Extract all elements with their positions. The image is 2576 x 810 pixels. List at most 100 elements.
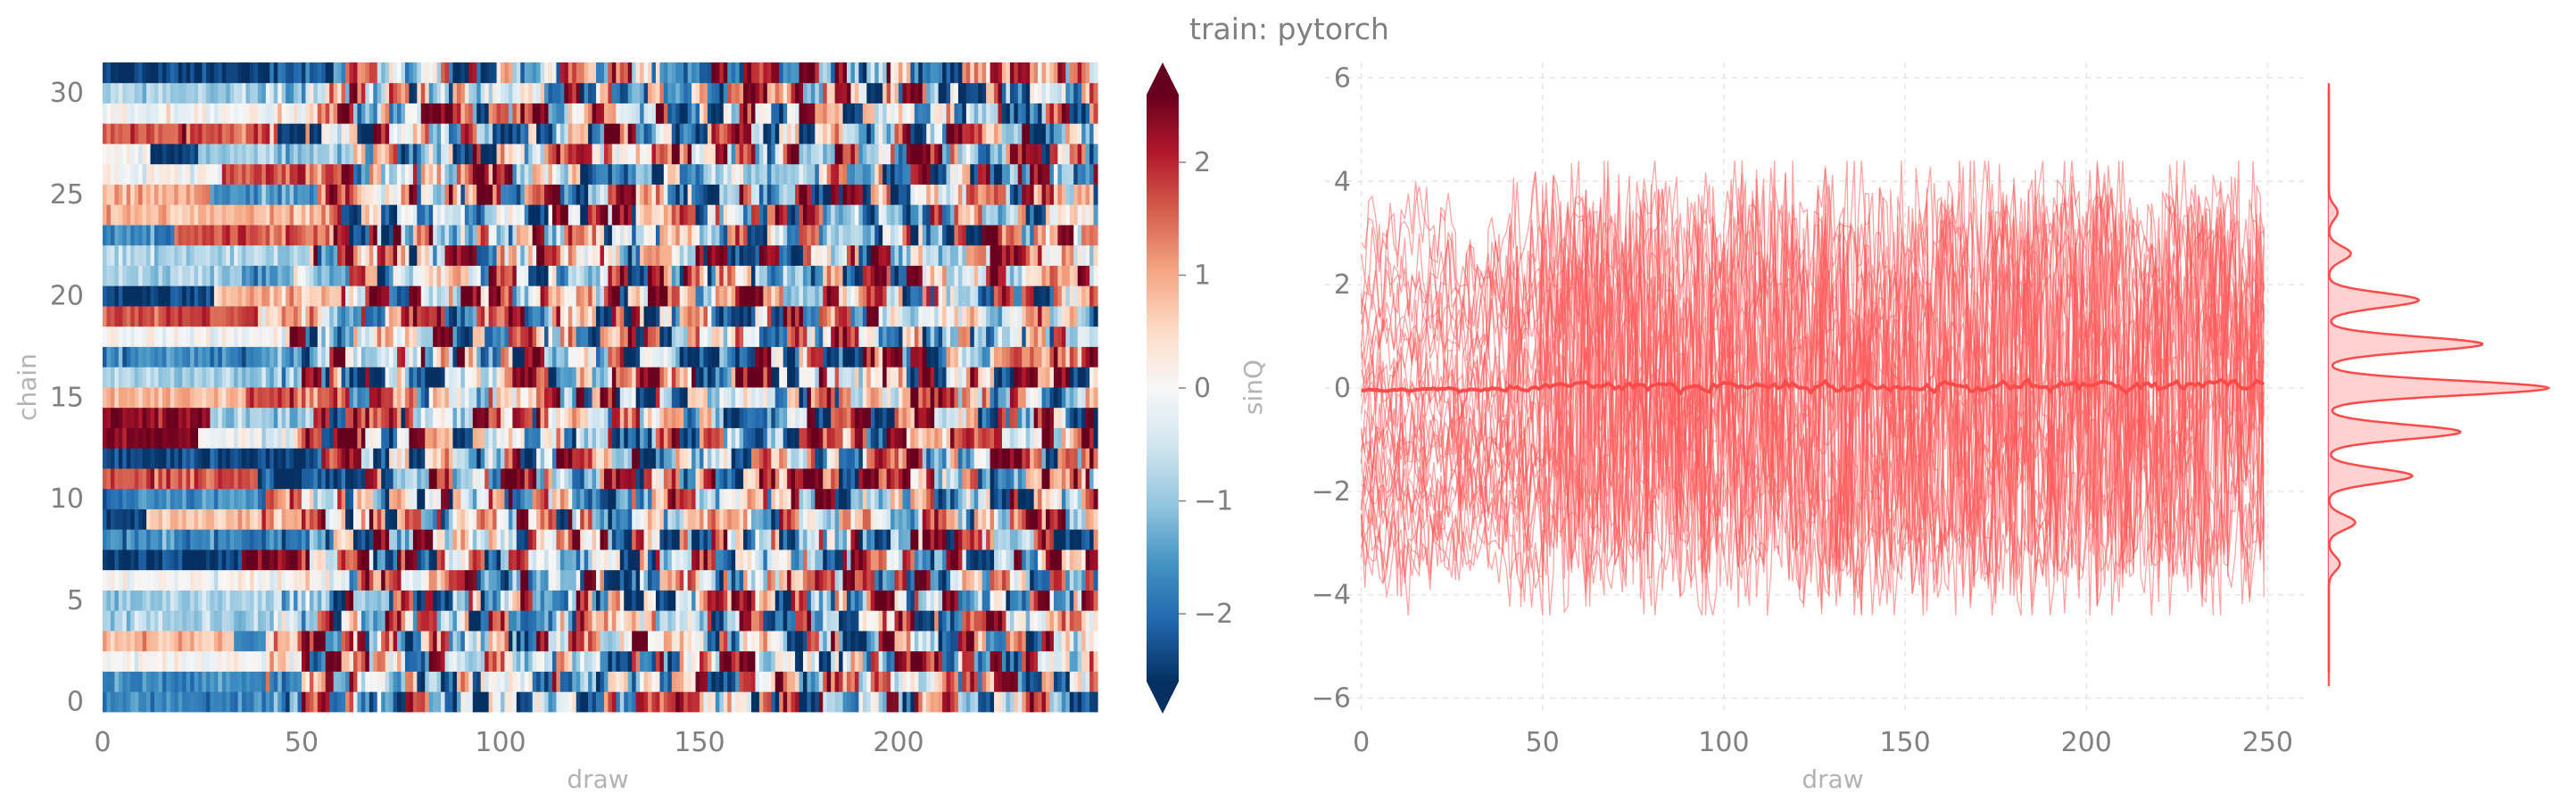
heatmap-cell bbox=[103, 346, 108, 368]
heatmap-cell bbox=[420, 550, 426, 571]
heatmap-cell bbox=[766, 346, 772, 368]
heatmap-cell bbox=[962, 306, 967, 327]
heatmap-cell bbox=[202, 508, 207, 530]
heatmap-cell bbox=[627, 427, 633, 449]
heatmap-cell bbox=[627, 508, 633, 530]
heatmap-cell bbox=[170, 306, 175, 327]
heatmap-cell bbox=[715, 448, 720, 469]
heatmap-cell bbox=[333, 427, 338, 449]
heatmap-cell bbox=[878, 631, 883, 652]
heatmap-cell bbox=[934, 407, 940, 428]
heatmap-cell bbox=[369, 306, 374, 327]
heatmap-cell bbox=[906, 569, 911, 591]
heatmap-cell bbox=[341, 326, 346, 347]
heatmap-cell bbox=[150, 610, 155, 632]
heatmap-cell bbox=[692, 448, 697, 469]
heatmap-cell bbox=[265, 468, 270, 490]
heatmap-cell bbox=[663, 671, 668, 692]
heatmap-cell bbox=[619, 346, 625, 368]
heatmap-cell bbox=[922, 590, 927, 611]
heatmap-cell bbox=[957, 427, 963, 449]
heatmap-cell bbox=[1022, 569, 1027, 591]
heatmap-cell bbox=[253, 508, 259, 530]
heatmap-cell bbox=[441, 631, 446, 652]
heatmap-cell bbox=[309, 387, 314, 409]
heatmap-cell bbox=[926, 529, 932, 550]
heatmap-cell bbox=[842, 306, 848, 327]
heatmap-cell bbox=[758, 468, 764, 490]
heatmap-cell bbox=[130, 631, 136, 652]
heatmap-cell bbox=[433, 407, 438, 428]
heatmap-cell bbox=[986, 427, 991, 449]
heatmap-cell bbox=[783, 387, 788, 409]
heatmap-cell bbox=[229, 488, 235, 509]
heatmap-cell bbox=[719, 610, 725, 632]
heatmap-cell bbox=[743, 671, 749, 692]
heatmap-cell bbox=[596, 508, 601, 530]
heatmap-cell bbox=[146, 387, 152, 409]
heatmap-cell bbox=[153, 488, 160, 509]
heatmap-cell bbox=[504, 631, 509, 652]
heatmap-cell bbox=[815, 427, 820, 449]
heatmap-cell bbox=[914, 326, 919, 347]
heatmap-cell bbox=[508, 407, 513, 428]
heatmap-cell bbox=[269, 448, 275, 469]
heatmap-cell bbox=[321, 550, 327, 571]
heatmap-cell bbox=[389, 691, 394, 713]
heatmap-cell bbox=[771, 306, 776, 327]
heatmap-cell bbox=[1001, 508, 1007, 530]
heatmap-cell bbox=[731, 427, 736, 449]
heatmap-cell bbox=[918, 468, 924, 490]
heatmap-cell bbox=[771, 550, 776, 571]
heatmap-cell bbox=[655, 407, 660, 428]
heatmap-cell bbox=[170, 631, 175, 652]
heatmap-cell bbox=[559, 508, 565, 530]
heatmap-cell bbox=[365, 550, 370, 571]
heatmap-cell bbox=[444, 610, 450, 632]
heatmap-cell bbox=[743, 407, 749, 428]
heatmap-cell bbox=[178, 306, 183, 327]
heatmap-cell bbox=[866, 671, 872, 692]
heatmap-cell bbox=[679, 631, 684, 652]
heatmap-cell bbox=[823, 448, 828, 469]
heatmap-cell bbox=[659, 427, 665, 449]
heatmap-cell bbox=[839, 550, 844, 571]
heatmap-cell bbox=[186, 427, 191, 449]
heatmap-cell bbox=[783, 529, 788, 550]
heatmap-cell bbox=[393, 367, 398, 388]
heatmap-cell bbox=[401, 650, 406, 672]
heatmap-cell bbox=[110, 550, 115, 571]
heatmap-cell bbox=[1038, 367, 1043, 388]
heatmap-cell bbox=[902, 387, 907, 409]
heatmap-cell bbox=[675, 367, 681, 388]
heatmap-cell bbox=[1025, 569, 1031, 591]
heatmap-cell bbox=[349, 508, 354, 530]
heatmap-cell bbox=[1049, 326, 1055, 347]
heatmap-cell bbox=[962, 407, 967, 428]
heatmap-cell bbox=[444, 569, 450, 591]
heatmap-cell bbox=[297, 508, 302, 530]
heatmap-cell bbox=[325, 529, 330, 550]
heatmap-cell bbox=[918, 448, 924, 469]
heatmap-cell bbox=[548, 326, 553, 347]
heatmap-cell bbox=[1006, 508, 1011, 530]
heatmap-cell bbox=[715, 590, 720, 611]
heatmap-cell bbox=[739, 468, 744, 490]
heatmap-cell bbox=[536, 590, 542, 611]
heatmap-cell bbox=[858, 407, 864, 428]
heatmap-cell bbox=[1014, 650, 1019, 672]
heatmap-cell bbox=[1017, 367, 1023, 388]
heatmap-cell bbox=[1017, 691, 1023, 713]
heatmap-cell bbox=[886, 387, 891, 409]
heatmap-cell bbox=[325, 650, 330, 672]
heatmap-cell bbox=[556, 488, 561, 509]
heatmap-cell bbox=[886, 529, 891, 550]
heatmap-cell bbox=[651, 631, 657, 652]
heatmap-cell bbox=[1001, 550, 1007, 571]
heatmap-cell bbox=[663, 569, 668, 591]
heatmap-cell bbox=[922, 387, 927, 409]
heatmap-cell bbox=[341, 468, 346, 490]
heatmap-cell bbox=[409, 326, 414, 347]
heatmap-cell bbox=[616, 488, 621, 509]
heatmap-cell bbox=[1046, 650, 1051, 672]
